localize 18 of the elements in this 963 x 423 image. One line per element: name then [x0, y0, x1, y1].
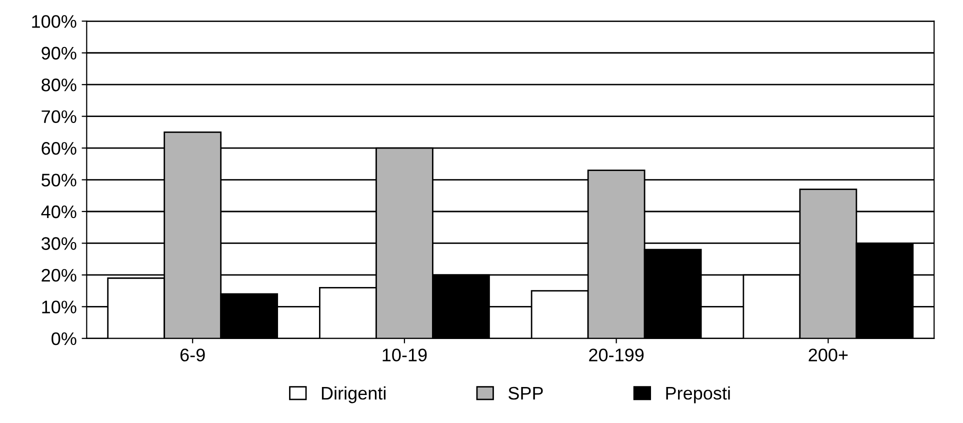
- x-tick-label: 20-199: [589, 348, 644, 362]
- x-tick-label: 200+: [808, 348, 848, 362]
- y-tick-label: 80%: [42, 78, 76, 92]
- x-tick-label: 6-9: [180, 348, 205, 362]
- y-tick-label: 20%: [42, 268, 76, 282]
- y-tick-label: 0%: [52, 332, 76, 346]
- legend-label: Dirigenti: [322, 386, 386, 404]
- y-tick-label: 30%: [42, 237, 76, 250]
- x-tick-label: 10-19: [382, 348, 427, 362]
- y-tick-label: 10%: [42, 300, 76, 314]
- y-tick-label: 100%: [32, 15, 76, 28]
- y-tick-label: 40%: [41, 205, 76, 218]
- y-tick-label: 50%: [42, 174, 76, 186]
- y-tick-label: 60%: [42, 142, 76, 155]
- y-tick-label: 90%: [42, 46, 76, 60]
- y-tick-label: 70%: [42, 110, 76, 124]
- legend-label: SPP: [508, 386, 543, 400]
- legend-label: Preposti: [666, 386, 730, 404]
